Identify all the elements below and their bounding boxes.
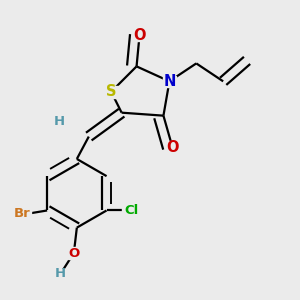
Text: Cl: Cl [125, 204, 139, 217]
Text: O: O [68, 247, 80, 260]
Text: H: H [53, 115, 64, 128]
Bar [122, 205, 142, 216]
Text: S: S [106, 84, 116, 99]
Bar [53, 116, 64, 127]
Bar [163, 76, 176, 87]
Text: H: H [55, 267, 66, 280]
Bar [166, 141, 179, 153]
Text: Br: Br [13, 207, 30, 220]
Text: O: O [133, 28, 146, 43]
Bar [103, 85, 119, 98]
Text: N: N [163, 74, 176, 89]
Bar [12, 208, 32, 219]
Bar [55, 269, 66, 279]
Text: O: O [166, 140, 178, 154]
Bar [68, 247, 80, 259]
Bar [133, 29, 146, 41]
